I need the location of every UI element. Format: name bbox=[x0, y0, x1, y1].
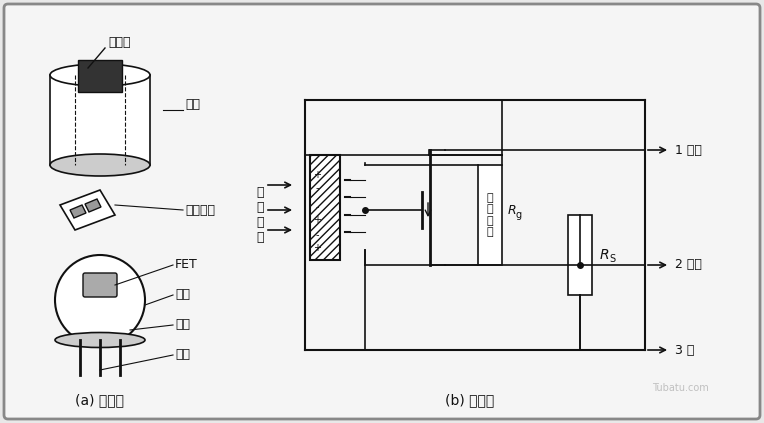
Text: 2 源级: 2 源级 bbox=[675, 258, 702, 272]
Ellipse shape bbox=[50, 64, 150, 86]
Text: 敏感元件: 敏感元件 bbox=[185, 203, 215, 217]
Text: 滤光片: 滤光片 bbox=[108, 36, 131, 49]
Circle shape bbox=[55, 255, 145, 345]
Text: g: g bbox=[516, 210, 522, 220]
FancyBboxPatch shape bbox=[4, 4, 760, 419]
Ellipse shape bbox=[55, 332, 145, 348]
Text: +: + bbox=[313, 170, 321, 180]
Text: 高阻: 高阻 bbox=[175, 319, 190, 332]
Text: 高
值
电
阻: 高 值 电 阻 bbox=[487, 192, 494, 237]
Text: -: - bbox=[316, 230, 319, 240]
FancyBboxPatch shape bbox=[83, 273, 117, 297]
Polygon shape bbox=[60, 190, 115, 230]
Text: +: + bbox=[313, 243, 321, 253]
Text: 管帽: 管帽 bbox=[185, 99, 200, 112]
Text: R: R bbox=[600, 248, 610, 262]
Text: 引脚: 引脚 bbox=[175, 349, 190, 362]
Bar bbox=[50, 75, 150, 165]
Bar bbox=[78, 60, 122, 92]
Bar bbox=[310, 155, 340, 260]
Text: 3 地: 3 地 bbox=[675, 343, 694, 357]
Text: 管座: 管座 bbox=[175, 288, 190, 302]
Polygon shape bbox=[85, 199, 101, 212]
Text: FET: FET bbox=[175, 258, 198, 272]
Text: +: + bbox=[313, 215, 321, 225]
Text: Tubatu.com: Tubatu.com bbox=[652, 383, 708, 393]
Text: 1 漏级: 1 漏级 bbox=[675, 143, 702, 157]
Ellipse shape bbox=[50, 154, 150, 176]
Text: (b) 电路图: (b) 电路图 bbox=[445, 393, 494, 407]
Text: 红
外
辐
射: 红 外 辐 射 bbox=[256, 186, 264, 244]
Text: R: R bbox=[508, 203, 516, 217]
Text: -: - bbox=[316, 183, 319, 193]
Text: -: - bbox=[316, 202, 319, 212]
Text: (a) 结构图: (a) 结构图 bbox=[76, 393, 125, 407]
Polygon shape bbox=[70, 205, 86, 218]
Text: S: S bbox=[609, 254, 615, 264]
Bar bbox=[478, 165, 502, 265]
Bar bbox=[568, 215, 592, 295]
